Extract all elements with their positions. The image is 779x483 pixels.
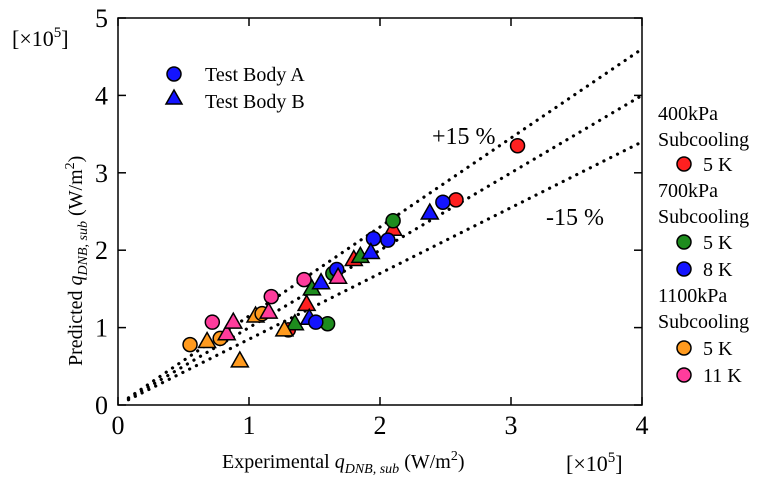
legend-label-test-body-a: Test Body A bbox=[205, 64, 305, 86]
y-tick-label: 1 bbox=[95, 314, 108, 343]
data-point-series-1 bbox=[285, 313, 305, 331]
legend-pressure-700: 700kPa bbox=[658, 180, 718, 202]
legend-subcooling-1100: Subcooling bbox=[658, 311, 749, 333]
plus-15-percent-label: +15 % bbox=[432, 124, 496, 150]
x-axis-title: Experimental qDNB, sub (W/m2) bbox=[222, 449, 465, 477]
legend-swatch-700-8k bbox=[676, 261, 692, 277]
y-axis-title: Predicted qDNB, sub (W/m2) bbox=[63, 156, 91, 366]
legend-subcooling-700: Subcooling bbox=[658, 206, 749, 228]
data-point-series-2 bbox=[308, 314, 324, 330]
data-point-series-2 bbox=[419, 202, 440, 220]
data-point-series-0 bbox=[296, 293, 317, 312]
y-tick-label: 0 bbox=[95, 391, 108, 420]
legend-swatch-400-5k bbox=[676, 156, 692, 172]
legend-label-1100-11k: 11 K bbox=[703, 365, 742, 387]
data-point-series-2 bbox=[361, 242, 381, 260]
data-point-series-0 bbox=[509, 137, 526, 154]
data-point-series-4 bbox=[204, 314, 221, 330]
legend-pressure-1100: 1100kPa bbox=[658, 285, 727, 307]
legend-subcooling-400: Subcooling bbox=[658, 129, 749, 151]
y-tick-label: 3 bbox=[95, 159, 108, 188]
data-point-series-3 bbox=[230, 350, 250, 368]
legend-label-700-5k: 5 K bbox=[703, 232, 733, 254]
reference-line-2 bbox=[126, 140, 644, 402]
data-point-series-2 bbox=[380, 232, 396, 248]
legend-swatch-1100-11k bbox=[676, 367, 692, 383]
data-point-series-4 bbox=[296, 271, 312, 288]
x-tick-label: 2 bbox=[374, 411, 387, 440]
reference-line-0 bbox=[126, 47, 644, 400]
legend-label-1100-5k: 5 K bbox=[703, 338, 733, 360]
x-axis-multiplier: [×105] bbox=[566, 450, 623, 476]
x-tick-label: 1 bbox=[243, 411, 256, 440]
data-point-series-0 bbox=[448, 192, 464, 208]
data-point-series-2 bbox=[311, 272, 331, 290]
y-tick-label: 2 bbox=[95, 236, 108, 265]
data-point-series-1 bbox=[385, 213, 401, 229]
x-tick-label: 0 bbox=[112, 411, 125, 440]
data-point-series-4 bbox=[258, 301, 279, 319]
data-point-series-4 bbox=[216, 323, 237, 341]
x-tick-label: 3 bbox=[505, 411, 518, 440]
y-tick-label: 5 bbox=[95, 4, 108, 33]
legend-label-test-body-b: Test Body B bbox=[205, 91, 305, 113]
axis-ticks: 0 1 2 3 4 0 1 2 3 4 5 bbox=[95, 4, 649, 440]
data-point-series-2 bbox=[365, 230, 382, 247]
data-point-series-3 bbox=[197, 331, 217, 349]
data-point-series-3 bbox=[182, 336, 198, 353]
minus-15-percent-label: -15 % bbox=[546, 205, 604, 231]
y-tick-label: 4 bbox=[95, 81, 108, 110]
legend-swatch-700-5k bbox=[676, 234, 692, 250]
data-points bbox=[182, 137, 526, 368]
y-axis-multiplier: [×105] bbox=[12, 25, 69, 51]
legend-triangle-marker bbox=[164, 88, 184, 105]
data-point-series-2 bbox=[435, 194, 451, 210]
x-tick-label: 4 bbox=[636, 411, 649, 440]
legend-label-700-8k: 8 K bbox=[703, 259, 733, 281]
data-point-series-4 bbox=[263, 288, 280, 305]
legend-circle-marker bbox=[166, 66, 182, 82]
legend-swatch-1100-5k bbox=[676, 340, 692, 356]
legend-pressure-400: 400kPa bbox=[658, 103, 718, 125]
condition-legend: 400kPa Subcooling 5 K 700kPa Subcooling … bbox=[658, 103, 749, 387]
marker-legend: Test Body A Test Body B bbox=[164, 64, 305, 113]
legend-label-400-5k: 5 K bbox=[703, 154, 733, 176]
data-point-series-3 bbox=[274, 319, 295, 337]
data-point-series-4 bbox=[328, 266, 348, 285]
data-point-series-4 bbox=[223, 311, 244, 329]
